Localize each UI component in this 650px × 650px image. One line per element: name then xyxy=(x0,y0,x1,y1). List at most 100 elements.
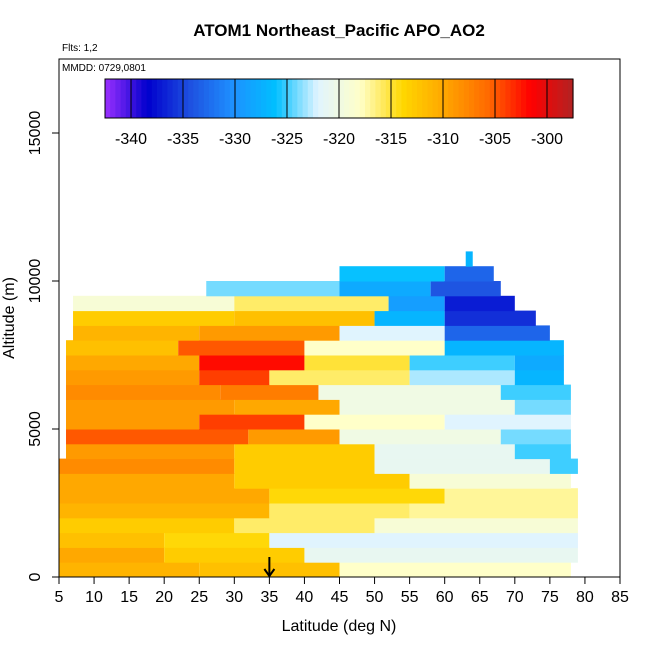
heatmap-cell xyxy=(73,325,200,341)
colorbar-swatch xyxy=(562,79,569,118)
colorbar-swatch xyxy=(131,79,137,118)
heatmap-cell xyxy=(388,295,445,312)
colorbar-swatch xyxy=(437,79,444,118)
colorbar-swatch xyxy=(115,79,122,118)
heatmap-cell xyxy=(234,443,375,460)
colorbar-swatch xyxy=(297,79,304,118)
heatmap-cell xyxy=(339,266,445,282)
colorbar-swatch xyxy=(167,79,174,118)
heatmap-cell xyxy=(66,429,249,445)
colorbar-tick-label: -305 xyxy=(479,131,511,148)
colorbar-swatch xyxy=(510,79,517,118)
heatmap-cell xyxy=(73,310,235,326)
colorbar-swatch xyxy=(422,79,428,118)
x-tick-label: 50 xyxy=(366,589,384,606)
colorbar-swatch xyxy=(281,79,288,118)
colorbar-swatch xyxy=(266,79,272,118)
colorbar-swatch xyxy=(567,79,574,118)
colorbar-swatch xyxy=(172,79,179,118)
colorbar-swatch xyxy=(427,79,434,118)
colorbar-swatch xyxy=(219,79,226,118)
colorbar-swatch xyxy=(240,79,246,118)
colorbar-swatch xyxy=(500,79,506,118)
colorbar-swatch xyxy=(110,79,116,118)
y-tick-label: 10000 xyxy=(27,259,44,304)
colorbar-swatch xyxy=(255,79,262,118)
x-tick-label: 55 xyxy=(401,589,419,606)
heatmap-cell xyxy=(339,429,501,445)
x-tick-label: 30 xyxy=(225,589,243,606)
heatmap-cell xyxy=(444,340,564,356)
x-axis: 5 10 15 20 25 30 35 40 45 50 55 60 65 70 75 80 85 xyxy=(55,577,629,606)
heatmap-cell xyxy=(164,532,270,548)
heatmap-cell xyxy=(444,414,571,430)
colorbar-swatch xyxy=(469,79,475,118)
heatmap-cell xyxy=(248,429,340,445)
heatmap-cell xyxy=(164,547,305,563)
colorbar-swatch xyxy=(198,79,205,118)
colorbar-tick-label: -310 xyxy=(427,131,459,148)
heatmap-cell xyxy=(514,355,564,371)
heatmap-cell xyxy=(500,429,571,445)
colorbar-swatch xyxy=(370,79,376,118)
colorbar-swatch xyxy=(250,79,257,118)
colorbar-swatch xyxy=(365,79,371,118)
colorbar-swatch xyxy=(318,79,324,118)
colorbar-swatch xyxy=(396,79,402,118)
heatmap-cell xyxy=(339,399,515,415)
heatmap-cell xyxy=(514,369,564,386)
colorbar-swatch xyxy=(401,79,408,118)
x-tick-label: 75 xyxy=(541,589,559,606)
colorbar-swatch xyxy=(536,79,543,118)
latitude-marker xyxy=(263,557,276,578)
colorbar-swatch xyxy=(411,79,418,118)
colorbar-swatch xyxy=(406,79,413,118)
heatmap-cell xyxy=(234,310,375,326)
heatmap-cell xyxy=(66,355,200,371)
colorbar-tick-label: -320 xyxy=(323,131,355,148)
colorbar-swatch xyxy=(157,79,163,118)
x-tick-label: 70 xyxy=(506,589,524,606)
colorbar-tick-label: -335 xyxy=(167,131,199,148)
colorbar-swatch xyxy=(458,79,465,118)
colorbar-swatch xyxy=(505,79,512,118)
heatmap-cell xyxy=(59,488,270,504)
heatmap-cell xyxy=(409,503,578,519)
colorbar-swatch xyxy=(479,79,486,118)
heatmap-cell xyxy=(220,384,319,400)
heatmap-cell xyxy=(269,503,410,519)
x-tick-label: 10 xyxy=(85,589,103,606)
heatmap-cell xyxy=(59,517,235,534)
heatmap-cell xyxy=(59,547,165,563)
colorbar-swatch xyxy=(531,79,538,118)
heatmap-cell xyxy=(234,458,375,474)
colorbar-swatch xyxy=(292,79,298,118)
y-tick-label: 15000 xyxy=(27,111,44,156)
colorbar-swatch xyxy=(495,79,501,118)
colorbar-swatch xyxy=(307,79,314,118)
marker-arrow-head xyxy=(263,568,276,578)
colorbar-swatch xyxy=(547,79,553,118)
colorbar-swatch xyxy=(344,79,350,118)
heatmap-cell xyxy=(66,340,179,356)
colorbar-swatch xyxy=(162,79,168,118)
x-tick-label: 60 xyxy=(436,589,454,606)
colorbar-swatch xyxy=(235,79,241,118)
colorbar-swatch xyxy=(323,79,330,118)
heatmap-cell xyxy=(430,281,501,297)
y-tick-label: 0 xyxy=(27,572,44,581)
colorbar-swatch xyxy=(261,79,267,118)
colorbar-swatch xyxy=(120,79,127,118)
heatmap-cell xyxy=(409,473,571,489)
heatmap-cell xyxy=(269,369,410,386)
heatmap-cell xyxy=(59,473,235,489)
colorbar-swatch xyxy=(443,79,449,118)
x-tick-label: 25 xyxy=(190,589,208,606)
colorbar-swatch xyxy=(521,79,527,118)
x-tick-label: 15 xyxy=(120,589,138,606)
colorbar-swatch xyxy=(385,79,392,118)
heatmap-cell xyxy=(199,355,305,371)
heatmap-cell xyxy=(199,369,270,386)
colorbar-swatch xyxy=(203,79,210,118)
